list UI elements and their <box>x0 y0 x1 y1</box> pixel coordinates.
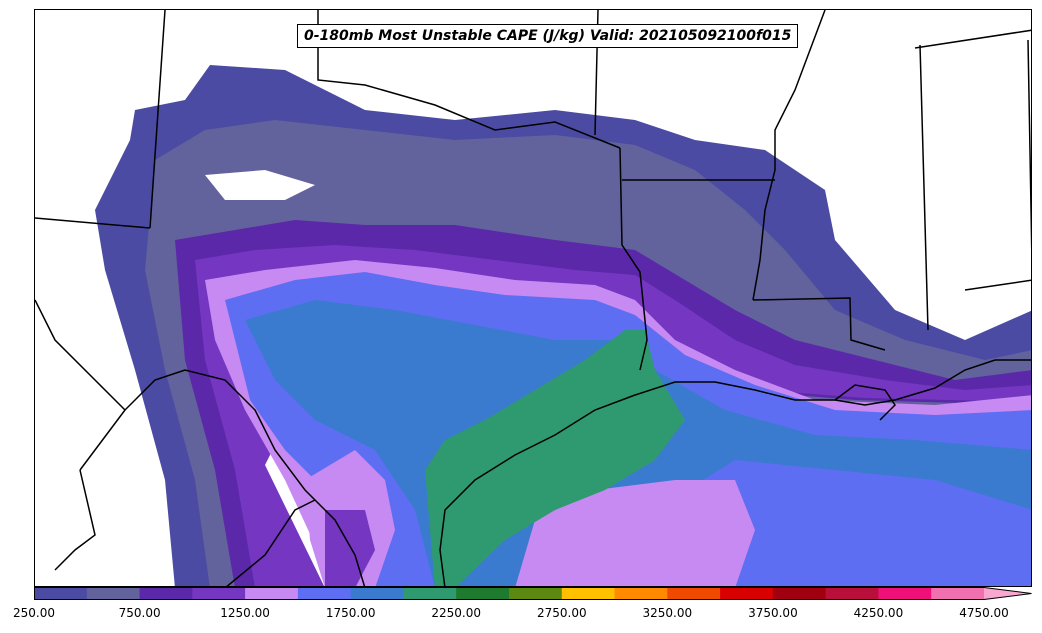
colorbar-swatch <box>825 587 879 600</box>
colorbar-tick-label: 750.00 <box>118 606 161 620</box>
boundary-rio-grande <box>35 299 366 586</box>
colorbar-outline <box>34 587 1032 600</box>
boundary-al-ga <box>914 29 1031 49</box>
colorbar-swatch <box>561 587 616 600</box>
colorbar-swatches <box>34 587 1032 600</box>
map-title: 0-180mb Most Unstable CAPE (J/kg) Valid:… <box>297 24 799 48</box>
colorbar-tick-label: 4750.00 <box>959 606 1009 620</box>
boundary-ms-al <box>919 44 929 331</box>
coastline-texas <box>439 359 1031 586</box>
colorbar-swatch <box>456 587 510 600</box>
cape-region-1250-south <box>515 480 755 586</box>
colorbar-swatch <box>403 587 457 600</box>
cape-region-2000 <box>425 330 685 586</box>
colorbar-swatch <box>245 587 299 600</box>
colorbar-swatch <box>297 587 352 600</box>
coastline-louisiana-delta <box>834 384 896 421</box>
colorbar-tick-label: 3250.00 <box>642 606 693 620</box>
boundary-mexico-south <box>226 499 316 586</box>
boundary-mexico-inner <box>79 409 126 471</box>
colorbar-extend-arrow <box>984 587 1032 600</box>
colorbar <box>34 587 1032 600</box>
colorbar-swatch <box>139 587 193 600</box>
boundary-ms <box>752 297 886 351</box>
colorbar-tick-label: 2750.00 <box>536 606 587 620</box>
map-panel: 0-180mb Most Unstable CAPE (J/kg) Valid:… <box>34 9 1032 587</box>
colorbar-swatch <box>614 587 668 600</box>
state-boundaries <box>35 10 1031 586</box>
coastline <box>439 359 1031 586</box>
boundary-nm-east <box>35 217 151 229</box>
colorbar-swatch <box>878 587 932 600</box>
colorbar-tick-label: 3750.00 <box>748 606 798 620</box>
colorbar-swatch <box>509 587 563 600</box>
cape-map <box>35 10 1031 586</box>
colorbar-swatch <box>192 587 246 600</box>
boundary-mississippi-river <box>752 10 826 301</box>
colorbar-swatch <box>931 587 985 600</box>
boundary-ar-la <box>619 147 648 371</box>
boundary-mexico-west <box>54 469 96 571</box>
colorbar-tick-label: 1250.00 <box>220 606 270 620</box>
boundary-tx-nm <box>149 10 166 229</box>
boundary-al-fl <box>964 279 1031 291</box>
cape-region-1000-stx <box>325 510 375 586</box>
colorbar-swatch <box>720 587 774 600</box>
colorbar-tick-label: 250.00 <box>13 606 55 620</box>
colorbar-tick-label: 4250.00 <box>853 606 904 620</box>
colorbar-swatch <box>34 587 88 600</box>
boundary-ok-tx <box>317 10 621 149</box>
boundary-ga <box>1027 39 1031 251</box>
colorbar-swatch <box>772 587 827 600</box>
no-data-gap-north <box>205 170 315 200</box>
colorbar-swatch <box>350 587 404 600</box>
colorbar-swatch <box>667 587 721 600</box>
colorbar-swatch <box>86 587 141 600</box>
colorbar-tick-label: 1750.00 <box>325 606 376 620</box>
colorbar-tick-label: 2250.00 <box>431 606 481 620</box>
